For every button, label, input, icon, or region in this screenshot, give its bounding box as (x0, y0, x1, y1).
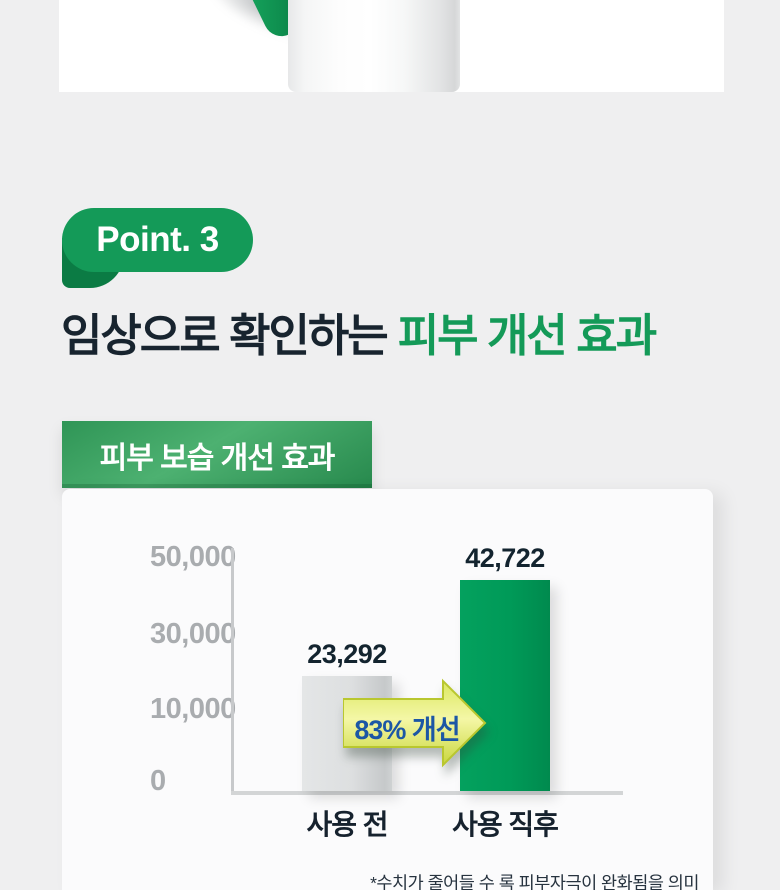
chart-footnote: *수치가 줄어들 수 록 피부자극이 완화됨을 의미 (370, 873, 699, 890)
chart-title-box: 피부 보습 개선 효과 (62, 421, 372, 488)
x-axis-line (231, 791, 623, 795)
chart-title: 피부 보습 개선 효과 (99, 441, 336, 475)
category-label-after: 사용 직후 (452, 809, 559, 840)
bar-value-before: 23,292 (307, 639, 387, 669)
category-label-before: 사용 전 (306, 809, 388, 840)
section-heading: 임상으로 확인하는 피부 개선 효과 (61, 308, 657, 364)
point-badge-label: Point. 3 (96, 220, 219, 259)
bar-after-use (460, 580, 550, 791)
product-photo-strip (59, 0, 724, 92)
chart-card: 50,000 30,000 10,000 0 23,292 42,722 83% (62, 489, 713, 890)
y-axis-line (231, 548, 234, 795)
improvement-arrow-icon (342, 678, 487, 768)
improvement-arrow-label: 83% 개선 (354, 715, 460, 745)
point-badge: Point. 3 (62, 208, 253, 288)
y-tick-label-0: 0 (150, 765, 166, 797)
bottle-body-image (288, 0, 460, 92)
y-tick-label-30000: 30,000 (150, 618, 236, 650)
heading-normal-text: 임상으로 확인하는 (61, 310, 389, 361)
heading-highlight-text: 피부 개선 효과 (397, 310, 657, 361)
point-badge-pill: Point. 3 (62, 208, 253, 272)
bar-value-after: 42,722 (465, 543, 545, 573)
y-tick-label-50000: 50,000 (150, 541, 236, 573)
y-tick-label-10000: 10,000 (150, 693, 236, 725)
